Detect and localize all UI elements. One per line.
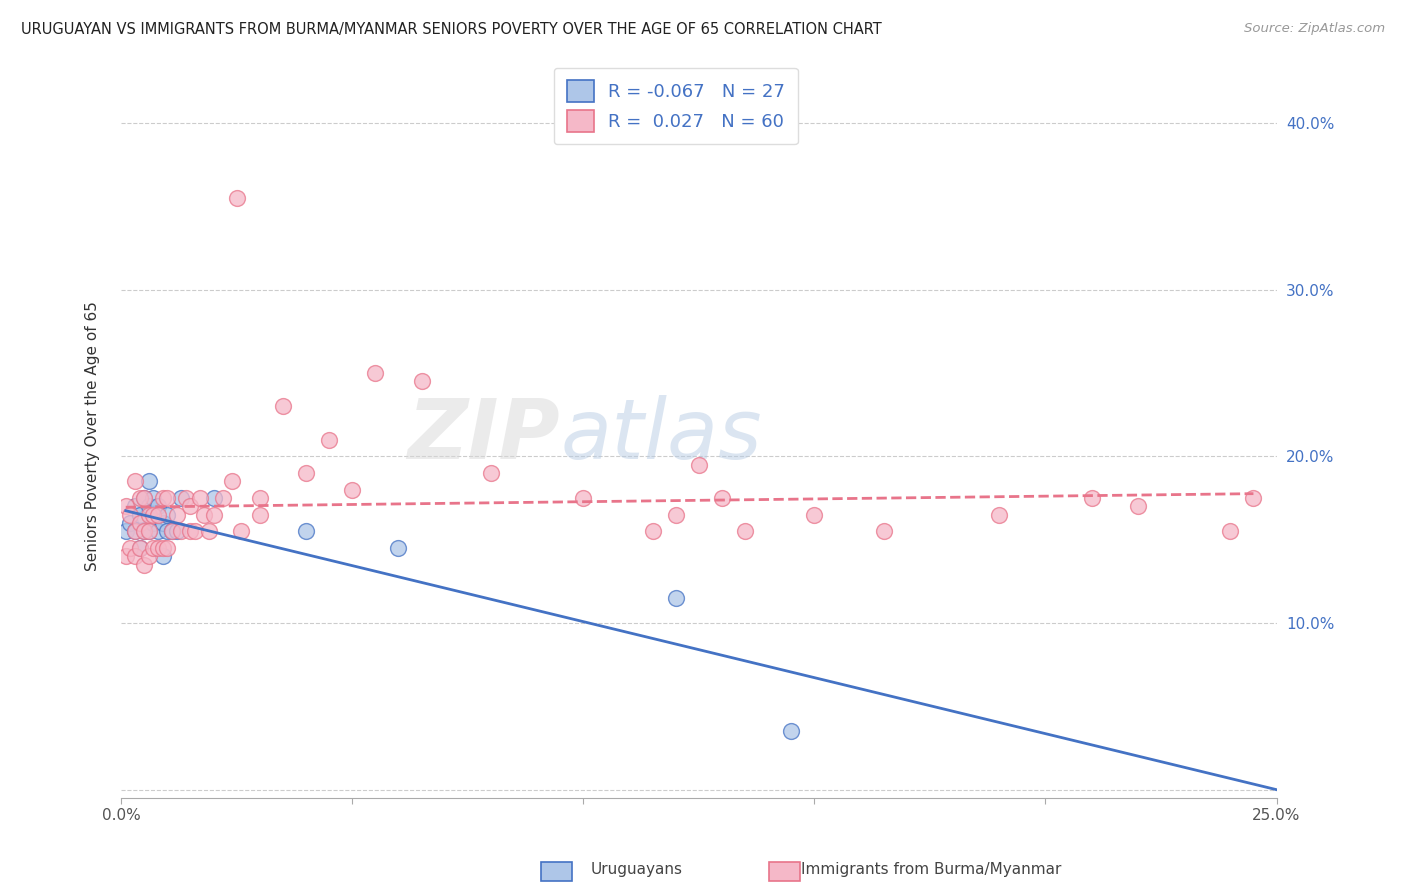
Point	[146, 500, 169, 514]
Point	[128, 508, 150, 522]
Point	[134, 491, 156, 505]
Point	[134, 524, 156, 539]
Text: Immigrants from Burma/Myanmar: Immigrants from Burma/Myanmar	[801, 863, 1062, 877]
Text: URUGUAYAN VS IMMIGRANTS FROM BURMA/MYANMAR SENIORS POVERTY OVER THE AGE OF 65 CO: URUGUAYAN VS IMMIGRANTS FROM BURMA/MYANM…	[21, 22, 882, 37]
Y-axis label: Seniors Poverty Over the Age of 65: Seniors Poverty Over the Age of 65	[86, 301, 100, 571]
Point	[318, 433, 340, 447]
Point	[146, 541, 169, 555]
Point	[114, 524, 136, 539]
Point	[156, 491, 179, 505]
Point	[271, 400, 294, 414]
Point	[128, 516, 150, 530]
Point	[188, 491, 211, 505]
Point	[128, 541, 150, 555]
Point	[295, 524, 318, 539]
Point	[221, 475, 243, 489]
Point	[193, 508, 215, 522]
Point	[211, 491, 233, 505]
Point	[202, 508, 225, 522]
Text: Uruguayans: Uruguayans	[591, 863, 682, 877]
Point	[152, 549, 174, 564]
Point	[156, 524, 179, 539]
Point	[202, 491, 225, 505]
Text: ZIP: ZIP	[408, 395, 560, 476]
Point	[152, 491, 174, 505]
Point	[780, 724, 803, 739]
Point	[1080, 491, 1102, 505]
Point	[1219, 524, 1241, 539]
Point	[142, 516, 165, 530]
Point	[249, 491, 271, 505]
Point	[138, 549, 160, 564]
Point	[152, 541, 174, 555]
Point	[156, 541, 179, 555]
Point	[174, 491, 197, 505]
Point	[1126, 500, 1149, 514]
Point	[170, 491, 193, 505]
Point	[128, 491, 150, 505]
Legend: R = -0.067   N = 27, R =  0.027   N = 60: R = -0.067 N = 27, R = 0.027 N = 60	[554, 68, 797, 145]
Point	[138, 508, 160, 522]
Text: atlas: atlas	[560, 395, 762, 476]
Point	[134, 491, 156, 505]
Point	[128, 541, 150, 555]
Point	[142, 508, 165, 522]
Point	[479, 466, 502, 480]
Point	[734, 524, 756, 539]
Point	[120, 541, 142, 555]
Point	[184, 524, 207, 539]
Point	[342, 483, 364, 497]
Point	[710, 491, 733, 505]
Point	[803, 508, 825, 522]
Point	[142, 541, 165, 555]
Point	[179, 524, 201, 539]
Text: Source: ZipAtlas.com: Source: ZipAtlas.com	[1244, 22, 1385, 36]
Point	[665, 508, 688, 522]
Point	[138, 500, 160, 514]
Point	[138, 475, 160, 489]
Point	[160, 524, 183, 539]
Point	[120, 508, 142, 522]
Point	[120, 516, 142, 530]
Point	[124, 549, 146, 564]
Point	[166, 524, 188, 539]
Point	[124, 500, 146, 514]
Point	[988, 508, 1011, 522]
Point	[873, 524, 896, 539]
Point	[114, 500, 136, 514]
Point	[295, 466, 318, 480]
Point	[249, 508, 271, 522]
Point	[124, 475, 146, 489]
Point	[124, 524, 146, 539]
Point	[114, 549, 136, 564]
Point	[1241, 491, 1264, 505]
Point	[146, 508, 169, 522]
Point	[146, 524, 169, 539]
Point	[411, 375, 433, 389]
Point	[198, 524, 221, 539]
Point	[134, 558, 156, 572]
Point	[572, 491, 595, 505]
Point	[166, 508, 188, 522]
Point	[364, 366, 387, 380]
Point	[124, 524, 146, 539]
Point	[688, 458, 710, 472]
Point	[225, 191, 247, 205]
Point	[170, 524, 193, 539]
Point	[665, 591, 688, 606]
Point	[138, 524, 160, 539]
Point	[641, 524, 664, 539]
Point	[156, 508, 179, 522]
Point	[231, 524, 253, 539]
Point	[138, 524, 160, 539]
Point	[160, 524, 183, 539]
Point	[179, 500, 201, 514]
Point	[152, 516, 174, 530]
Point	[134, 524, 156, 539]
Point	[387, 541, 409, 555]
Point	[142, 491, 165, 505]
